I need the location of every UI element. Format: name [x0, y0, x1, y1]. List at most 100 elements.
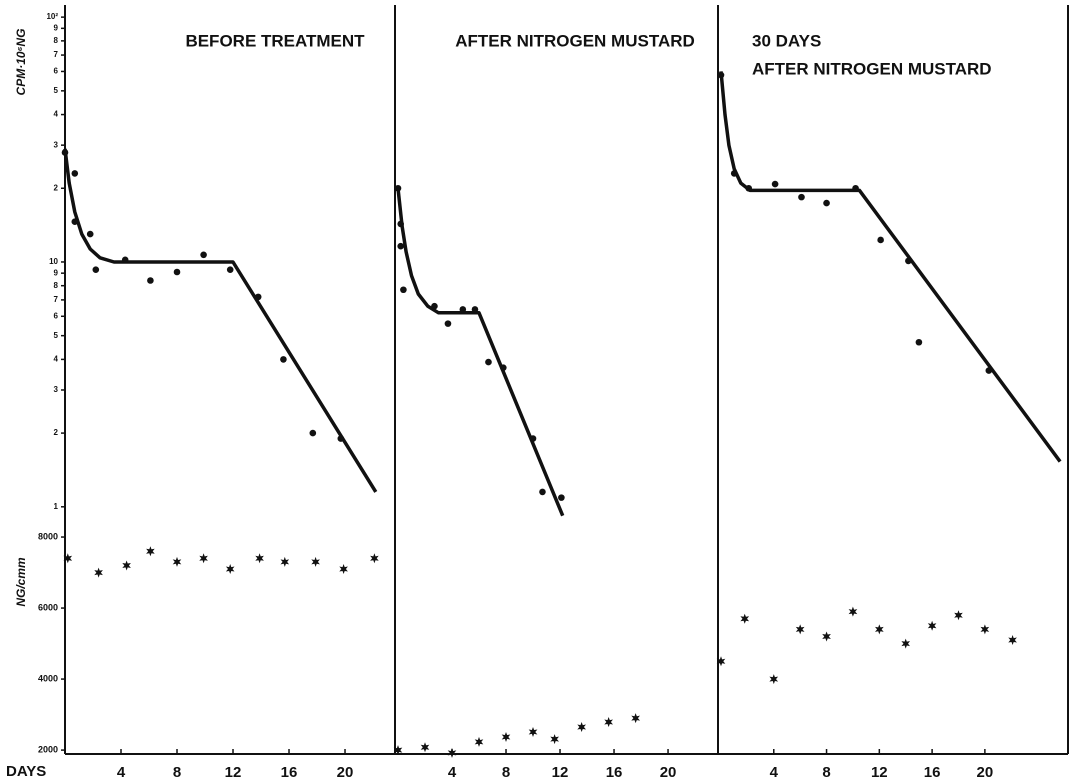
data-point [1008, 635, 1017, 645]
y-tick-label: 6 [54, 311, 59, 320]
data-point [985, 367, 993, 374]
data-point [915, 338, 923, 346]
data-point [172, 556, 182, 567]
data-point [92, 266, 100, 273]
data-point [311, 556, 320, 567]
y-tick-label: 4 [54, 110, 59, 119]
data-point [431, 302, 438, 310]
data-point [370, 553, 379, 564]
y-tick-label: 10 [49, 257, 58, 266]
data-point [447, 747, 457, 758]
x-tick-label: 12 [871, 764, 888, 779]
data-point [528, 727, 538, 737]
data-point [716, 656, 726, 667]
y-tick-label: 6 [54, 67, 59, 76]
data-point [745, 184, 753, 192]
data-point [848, 606, 858, 617]
data-point [397, 242, 405, 250]
y-tick-label: 6000 [38, 602, 58, 612]
data-point [852, 184, 859, 192]
data-point [61, 149, 69, 156]
y-tick-label: 3 [54, 385, 59, 394]
data-point [795, 624, 805, 635]
y-tick-label: 8 [54, 36, 59, 45]
data-point [577, 722, 586, 732]
data-point [474, 736, 484, 747]
panel-subtitle: AFTER NITROGEN MUSTARD [752, 59, 992, 78]
x-tick-label: 16 [606, 764, 623, 779]
y-tick-label: 5 [54, 331, 59, 340]
y-tick-label: 9 [54, 268, 59, 277]
data-point [71, 218, 79, 226]
data-point [558, 494, 565, 501]
y-tick-label: 9 [54, 23, 59, 32]
x-axis-label: DAYS [6, 763, 46, 779]
data-point [769, 674, 779, 685]
x-tick-label: 4 [448, 764, 457, 779]
data-point [875, 624, 884, 635]
data-point [86, 230, 94, 238]
panel-title: AFTER NITROGEN MUSTARD [455, 31, 695, 50]
data-point [147, 277, 154, 284]
y-axis-label: CPM·10⁶NG [14, 29, 28, 96]
data-point [225, 564, 235, 574]
y-tick-label: 4 [54, 355, 59, 364]
data-point [730, 170, 738, 177]
data-point [444, 320, 452, 327]
fit-line [63, 148, 378, 493]
data-point [199, 553, 208, 564]
data-point [631, 713, 640, 724]
x-tick-label: 4 [117, 764, 126, 779]
data-point [122, 560, 131, 571]
x-tick-label: 8 [502, 764, 510, 779]
x-tick-label: 12 [225, 764, 242, 779]
fit-line [396, 188, 565, 517]
data-point [146, 546, 155, 557]
x-tick-label: 20 [977, 764, 994, 779]
panel-title: BEFORE TREATMENT [185, 31, 365, 50]
data-point [280, 356, 287, 363]
x-tick-label: 4 [770, 764, 779, 779]
x-tick-label: 16 [924, 764, 941, 779]
data-point [901, 638, 910, 649]
data-point [63, 553, 73, 564]
data-point [121, 256, 129, 264]
data-point [604, 717, 613, 727]
data-point [397, 220, 405, 228]
data-point [94, 567, 103, 578]
data-point [485, 358, 492, 366]
y-tick-label: 3 [54, 140, 59, 149]
data-point [717, 71, 725, 79]
data-point [471, 306, 479, 313]
y-tick-label: 1 [54, 502, 59, 511]
y-tick-label: 7 [54, 50, 59, 59]
data-point [339, 564, 348, 574]
y-tick-label: 8 [54, 281, 59, 290]
x-tick-label: 12 [552, 764, 569, 779]
data-point [226, 266, 234, 273]
y-tick-label: 2 [54, 428, 59, 437]
fit-line [719, 71, 1062, 463]
data-point [200, 251, 207, 259]
data-point [798, 193, 805, 201]
data-point [927, 620, 937, 631]
y-tick-label: 10² [46, 12, 58, 21]
data-point [877, 236, 884, 244]
data-point [420, 742, 430, 753]
data-point [337, 435, 345, 442]
x-tick-label: 8 [822, 764, 830, 779]
data-point [980, 624, 990, 635]
y-tick-label: 4000 [38, 673, 58, 683]
data-point [771, 180, 779, 188]
data-point [740, 613, 750, 624]
data-point [459, 306, 467, 313]
y-tick-label: 8000 [38, 531, 58, 541]
y-axis-label: NG/cmm [14, 557, 28, 607]
x-tick-label: 20 [337, 764, 354, 779]
data-point [400, 286, 407, 294]
data-point [394, 184, 402, 192]
x-tick-label: 8 [173, 764, 181, 779]
data-point [309, 429, 317, 437]
y-tick-label: 2 [54, 183, 59, 192]
